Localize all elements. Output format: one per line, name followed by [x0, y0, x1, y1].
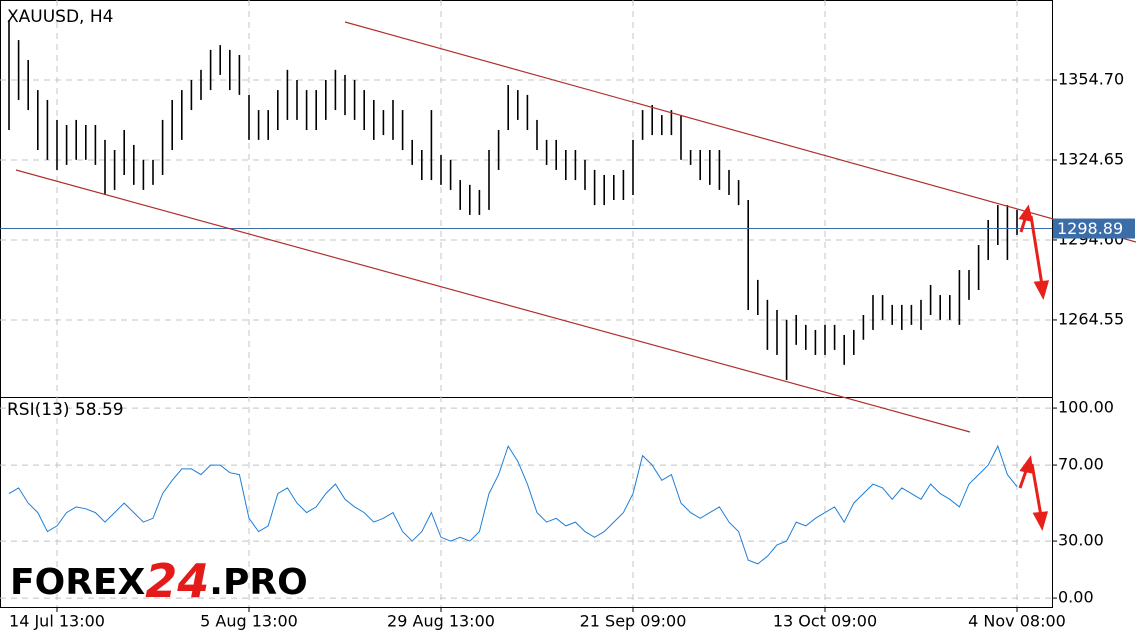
rsi-line: [8, 444, 1018, 565]
plot-frame: [0, 0, 1053, 608]
y-tick-label: 0.00: [1058, 588, 1094, 607]
forecast-arrows: [1018, 204, 1050, 531]
y-tick-label: 1324.65: [1058, 149, 1124, 168]
x-tick-label: 13 Oct 09:00: [773, 612, 877, 631]
grid: [0, 0, 1052, 607]
channel-lower: [15, 169, 971, 433]
x-tick-label: 29 Aug 13:00: [387, 612, 495, 631]
axis: 1264.551294.601324.651354.700.0030.0070.…: [9, 69, 1135, 631]
logo-part: FOREX: [10, 562, 146, 603]
logo: FOREX24.PRO: [10, 554, 308, 608]
x-tick-label: 14 Jul 13:00: [9, 612, 105, 631]
y-tick-label: 70.00: [1058, 455, 1104, 474]
logo-part: 24: [145, 554, 209, 608]
channel-upper: [344, 21, 1136, 243]
y-tick-label: 100.00: [1058, 398, 1114, 417]
y-tick-label: 30.00: [1058, 531, 1104, 550]
y-tick-label: 1354.70: [1058, 69, 1124, 88]
x-tick-label: 5 Aug 13:00: [200, 612, 298, 631]
last-price-label: 1298.89: [1057, 219, 1123, 238]
last-price-box: [1053, 218, 1135, 239]
x-tick-label: 4 Nov 08:00: [968, 612, 1066, 631]
marks: [0, 20, 1052, 565]
y-tick-label: 1264.55: [1058, 309, 1124, 328]
rsi-title: RSI(13) 58.59: [7, 400, 124, 420]
logo-part: .PRO: [209, 562, 307, 603]
x-tick-label: 21 Sep 09:00: [580, 612, 687, 631]
chart-title: XAUUSD, H4: [7, 7, 113, 27]
